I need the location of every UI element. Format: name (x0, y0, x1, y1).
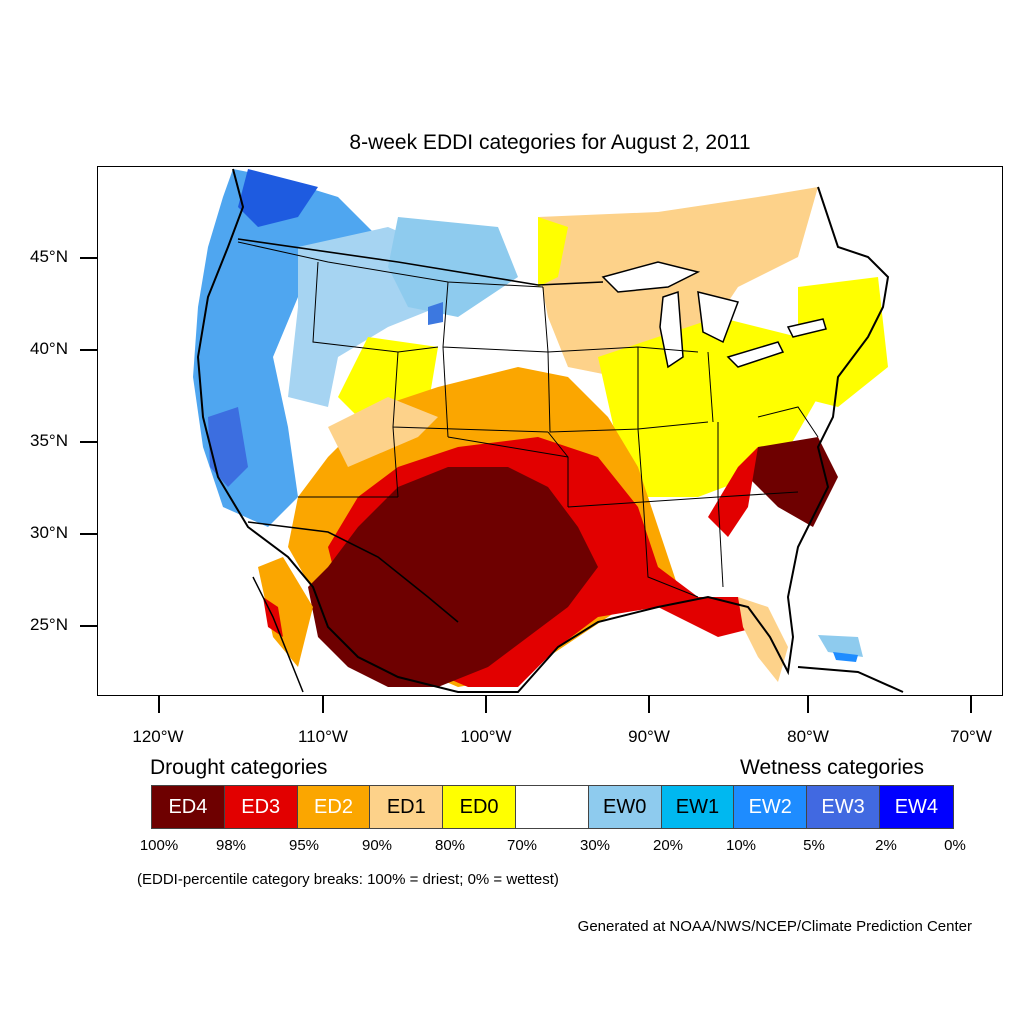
baja-coast (252, 576, 304, 693)
lake-michigan (659, 290, 684, 369)
lon-label-90: 90°W (628, 727, 670, 746)
cuba-outline (797, 666, 904, 693)
lat-tick-30 (80, 533, 97, 535)
legend-swatch-ew2: EW2 (734, 786, 808, 828)
legend-swatch-neutral (515, 786, 589, 828)
lon-label-110: 110°W (298, 727, 348, 746)
west-ew3 (238, 169, 318, 227)
lon-label-80: 80°W (787, 727, 829, 746)
lat-tick-45 (80, 257, 97, 259)
break-label-5: 5% (803, 837, 825, 854)
legend-swatch-ed0: ED0 (443, 786, 516, 828)
nplains-ew1 (388, 217, 518, 317)
lat-label-40: 40°N (30, 339, 68, 358)
break-label-30: 30% (579, 837, 611, 854)
lon-label-70: 70°W (950, 727, 992, 746)
nplains-ew2 (428, 302, 443, 325)
legend-swatch-ew4: EW4 (879, 786, 953, 828)
florida-ed1 (738, 597, 788, 682)
break-label-100: 100% (139, 837, 179, 854)
map-title: 8-week EDDI categories for August 2, 201… (349, 131, 751, 154)
legend-swatch-ed4: ED4 (152, 786, 225, 828)
lon-tick-90 (648, 696, 650, 713)
category-legend-bar: ED4 ED3 ED2 ED1 ED0 EW0 EW1 EW2 EW3 EW4 (151, 785, 954, 829)
lat-tick-35 (80, 441, 97, 443)
drought-legend-heading: Drought categories (150, 756, 328, 779)
midwest-ed0-a (538, 217, 568, 287)
legend-swatch-ew0: EW0 (588, 786, 662, 828)
state-boundaries (237, 241, 819, 598)
lat-label-30: 30°N (30, 523, 68, 542)
ne-ed0 (798, 277, 888, 407)
wetness-legend-heading: Wetness categories (740, 756, 925, 779)
lon-tick-80 (807, 696, 809, 713)
lake-erie (726, 341, 785, 368)
carolina-ed4 (748, 437, 838, 527)
lat-tick-25 (80, 625, 97, 627)
bahamas-ew (818, 635, 863, 657)
break-label-90: 90% (361, 837, 393, 854)
lat-label-45: 45°N (30, 247, 68, 266)
credit-line: Generated at NOAA/NWS/NCEP/Climate Predi… (577, 918, 972, 935)
break-label-0: 0% (944, 837, 966, 854)
eddi-map (193, 168, 904, 693)
break-label-2: 2% (875, 837, 897, 854)
lake-superior (601, 261, 701, 293)
legend-swatch-ew1: EW1 (661, 786, 735, 828)
break-label-80: 80% (434, 837, 466, 854)
lat-tick-40 (80, 349, 97, 351)
map-panel (97, 166, 1003, 696)
lon-tick-100 (485, 696, 487, 713)
cuba-ew (833, 652, 858, 662)
break-label-10: 10% (725, 837, 757, 854)
carolina-ed3 (708, 447, 758, 537)
lake-huron (697, 291, 739, 344)
splains-ed4 (308, 467, 598, 687)
lake-ontario (786, 318, 827, 338)
legend-swatch-ew3: EW3 (807, 786, 880, 828)
break-label-20: 20% (652, 837, 684, 854)
break-label-70: 70% (506, 837, 538, 854)
cal-ew3 (208, 407, 248, 487)
mexico-border (247, 521, 459, 623)
legend-swatch-ed2: ED2 (297, 786, 371, 828)
legend-swatch-ed1: ED1 (370, 786, 444, 828)
legend-swatch-ed3: ED3 (224, 786, 298, 828)
category-break-note: (EDDI-percentile category breaks: 100% =… (137, 871, 559, 888)
canada-border (237, 238, 604, 286)
break-label-95: 95% (288, 837, 320, 854)
baja-ed2 (258, 557, 313, 667)
coastline (196, 168, 890, 693)
break-label-98: 98% (215, 837, 247, 854)
lon-label-100: 100°W (460, 727, 512, 746)
lon-label-120: 120°W (132, 727, 184, 746)
lat-label-25: 25°N (30, 615, 68, 634)
lon-tick-70 (970, 696, 972, 713)
lon-tick-110 (322, 696, 324, 713)
plains-ed1 (328, 397, 438, 467)
lon-tick-120 (158, 696, 160, 713)
lat-label-35: 35°N (30, 431, 68, 450)
